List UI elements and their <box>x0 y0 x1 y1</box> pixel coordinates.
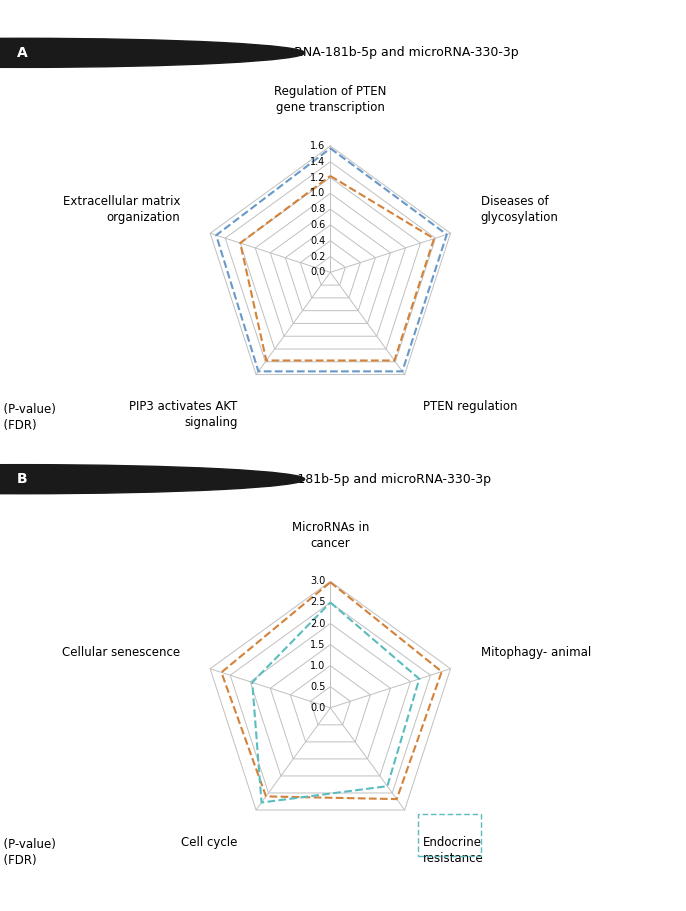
Text: 2.0: 2.0 <box>310 619 325 629</box>
Text: Extracellular matrix
organization: Extracellular matrix organization <box>62 195 180 223</box>
Legend: Log10 (P-value), Log10 (FDR): Log10 (P-value), Log10 (FDR) <box>0 834 61 872</box>
Text: Reactome pathways regulated by microRNA-181b-5p and microRNA-330-3p: Reactome pathways regulated by microRNA-… <box>44 46 519 59</box>
Text: 0.8: 0.8 <box>310 204 325 214</box>
Text: 1.0: 1.0 <box>310 660 325 670</box>
Text: 0.6: 0.6 <box>310 220 325 230</box>
Text: 1.4: 1.4 <box>310 157 325 167</box>
Text: Cellular senescence: Cellular senescence <box>62 646 180 659</box>
Text: 2.5: 2.5 <box>310 598 325 608</box>
Text: Mitophagy- animal: Mitophagy- animal <box>481 646 591 659</box>
Text: MicroRNAs in
cancer: MicroRNAs in cancer <box>292 521 369 550</box>
Text: Diseases of
glycosylation: Diseases of glycosylation <box>481 195 558 223</box>
Circle shape <box>0 465 305 494</box>
Text: 1.0: 1.0 <box>310 189 325 199</box>
Text: A: A <box>17 46 27 60</box>
Text: B: B <box>17 472 27 486</box>
Text: PIP3 activates AKT
signaling: PIP3 activates AKT signaling <box>129 400 237 429</box>
Text: 1.2: 1.2 <box>310 172 325 182</box>
Text: 3.0: 3.0 <box>310 577 325 587</box>
Legend: Log10 (P-value), Log10 (FDR): Log10 (P-value), Log10 (FDR) <box>0 398 61 436</box>
Text: Regulation of PTEN
gene transcription: Regulation of PTEN gene transcription <box>274 86 386 115</box>
Bar <box>418 814 482 855</box>
Circle shape <box>0 38 305 67</box>
Text: PTEN regulation: PTEN regulation <box>423 400 518 413</box>
Text: 0.2: 0.2 <box>310 251 325 261</box>
Text: 0.0: 0.0 <box>310 267 325 277</box>
Text: 0.4: 0.4 <box>310 236 325 246</box>
Text: Cell cycle: Cell cycle <box>181 835 237 848</box>
Text: 0.5: 0.5 <box>310 681 325 691</box>
Text: Endocrine
resistance: Endocrine resistance <box>423 835 484 865</box>
Text: 0.0: 0.0 <box>310 702 325 712</box>
Text: KEGG pathways regulated by microRNA-181b-5p and microRNA-330-3p: KEGG pathways regulated by microRNA-181b… <box>44 473 491 486</box>
Text: 1.6: 1.6 <box>310 141 325 151</box>
Text: 1.5: 1.5 <box>310 640 325 650</box>
